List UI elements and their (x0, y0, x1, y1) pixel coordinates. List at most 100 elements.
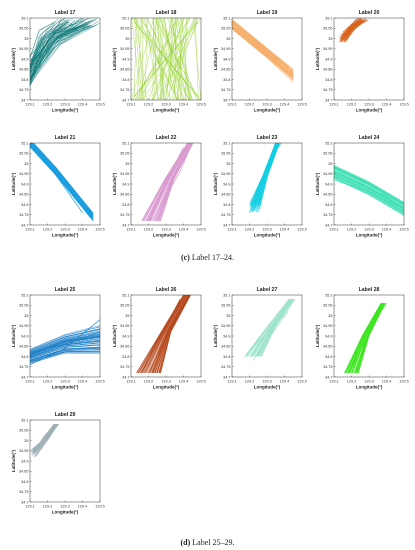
y-tick-label: 35.05 (323, 27, 333, 31)
trajectory-line (145, 143, 189, 222)
trajectory-line (32, 423, 56, 450)
trajectory-line (30, 21, 56, 58)
x-tick-label: 129.3 (262, 103, 272, 107)
x-tick-label: 129.2 (43, 505, 53, 509)
trajectory-line (160, 18, 193, 100)
y-tick-label: 35 (328, 37, 332, 41)
trajectory-line (185, 18, 187, 100)
trajectory-line (30, 344, 100, 360)
x-tick-label: 129.1 (25, 380, 35, 384)
trajectory-line (348, 303, 383, 373)
y-tick-label: 35.1 (21, 418, 28, 422)
x-tick-label: 129.3 (60, 228, 70, 232)
trajectory-line (152, 18, 195, 100)
series-line (30, 331, 100, 353)
y-tick-label: 34.8 (21, 480, 28, 484)
y-tick-label: 35 (24, 162, 28, 166)
y-tick-label: 35.1 (325, 16, 332, 20)
trajectory-line (30, 337, 100, 356)
y-tick-label: 35.1 (122, 16, 129, 20)
trajectory-line (334, 168, 404, 206)
y-tick-label: 34.75 (323, 88, 333, 92)
y-tick-label: 34.85 (120, 193, 130, 197)
y-tick-label: 35.1 (223, 141, 230, 145)
y-tick-label: 34.7 (122, 223, 129, 227)
trajectory-line (30, 338, 100, 357)
trajectory-line (30, 22, 100, 79)
x-tick-label: 129.1 (227, 103, 237, 107)
x-tick-label: 129.3 (60, 380, 70, 384)
x-tick-label: 129.4 (78, 228, 88, 232)
y-tick-label: 34.95 (120, 172, 130, 176)
trajectory-line (259, 298, 294, 357)
caption-c: (c) Label 17–24. (0, 253, 415, 262)
y-tick-label: 34.7 (122, 98, 129, 102)
trajectory-line (232, 29, 294, 83)
series-line (30, 319, 100, 366)
series-line (334, 171, 404, 209)
x-tick-label: 129.2 (245, 380, 255, 384)
trajectory-line (32, 143, 94, 215)
y-tick-label: 34.7 (21, 500, 28, 504)
trajectory-line (157, 18, 162, 100)
y-tick-label: 34.8 (223, 355, 230, 359)
y-tick-label: 35.05 (120, 304, 130, 308)
chart-title: Label 27 (257, 287, 278, 293)
x-tick-label: 129.5 (399, 228, 409, 232)
y-tick-label: 34.7 (325, 223, 332, 227)
trajectory-line (30, 353, 100, 364)
trajectory-line (143, 143, 189, 222)
y-tick-label: 34.75 (221, 88, 231, 92)
x-tick-label: 129.1 (25, 228, 35, 232)
x-tick-label: 129.1 (25, 505, 35, 509)
x-axis-label: Longitude(°) (356, 233, 383, 238)
trajectory-line (30, 325, 100, 350)
y-tick-label: 34.8 (122, 78, 129, 82)
x-tick-label: 129.2 (144, 228, 154, 232)
trajectory-bundle (339, 18, 369, 43)
x-tick-label: 129.4 (179, 103, 189, 107)
trajectory-line (32, 143, 94, 214)
trajectory-bundle (141, 143, 194, 222)
trajectory-line (246, 298, 290, 357)
trajectory-line (344, 303, 382, 373)
y-tick-label: 34.75 (120, 88, 130, 92)
y-tick-label: 35 (226, 37, 230, 41)
y-tick-label: 34.95 (120, 324, 130, 328)
y-tick-label: 34.9 (21, 57, 28, 61)
x-tick-label: 129.1 (227, 380, 237, 384)
chart-title: Label 24 (359, 135, 380, 141)
x-axis-label: Longitude(°) (52, 510, 79, 515)
y-tick-label: 34.9 (325, 57, 332, 61)
x-tick-label: 129.5 (196, 380, 206, 384)
y-axis-label: Latitude(°) (112, 324, 117, 347)
y-tick-label: 34.85 (323, 193, 333, 197)
trajectory-line (30, 19, 93, 65)
x-tick-label: 129.1 (25, 103, 35, 107)
x-tick-label: 129.4 (179, 228, 189, 232)
y-tick-label: 34.95 (19, 47, 29, 51)
trajectory-line (145, 18, 159, 100)
trajectory-line (30, 344, 100, 359)
y-tick-label: 35 (24, 439, 28, 443)
trajectory-line (30, 24, 74, 56)
series-line (351, 311, 380, 369)
x-axis-label: Longitude(°) (153, 108, 180, 113)
y-tick-label: 34.85 (323, 345, 333, 349)
y-tick-label: 35.1 (122, 293, 129, 297)
trajectory-line (177, 18, 184, 100)
y-tick-label: 34.7 (223, 375, 230, 379)
plot-frame (333, 17, 405, 101)
chart-panel: Label 19 129.1 129.2 129.3 129.4 129.5 34.7 34.… (213, 10, 307, 113)
series-line (30, 18, 66, 80)
series-line (144, 146, 184, 217)
y-tick-label: 34.95 (323, 172, 333, 176)
trajectory-line (160, 295, 191, 373)
y-tick-label: 35.05 (19, 429, 29, 433)
y-tick-label: 34.8 (223, 78, 230, 82)
y-axis-label: Latitude(°) (11, 449, 16, 472)
trajectory-line (30, 24, 88, 85)
chart-title: Label 29 (55, 412, 76, 418)
x-tick-label: 129.4 (179, 380, 189, 384)
y-tick-label: 34.85 (221, 193, 231, 197)
